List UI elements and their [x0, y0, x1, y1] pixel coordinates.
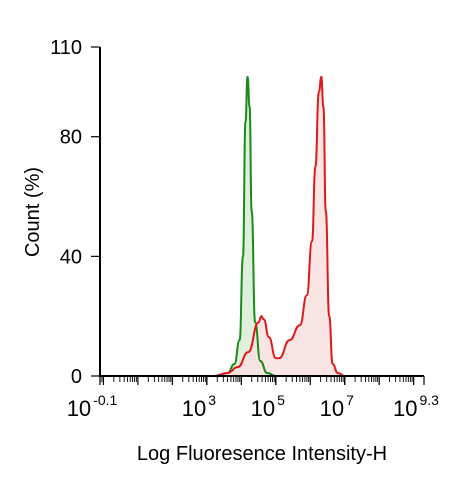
x-tick-label: 10 -0.1 — [67, 392, 118, 421]
y-tick-label: 40 — [60, 246, 82, 268]
y-axis-label: Count (%) — [22, 167, 44, 257]
axes — [99, 47, 424, 377]
series-1-fill — [217, 76, 280, 377]
y-ticks: 0 40 80 110 — [50, 37, 100, 388]
series-1-line — [217, 75, 280, 377]
series-2-fill — [213, 76, 349, 377]
y-tick-label: 0 — [71, 366, 82, 388]
histogram-fills — [213, 76, 349, 377]
x-tick-label: 10 5 — [251, 392, 285, 421]
series-2-line — [213, 75, 349, 377]
y-tick-label: 80 — [60, 127, 82, 149]
x-tick-label: 10 3 — [182, 392, 216, 421]
x-tick-label: 10 9.3 — [393, 392, 439, 421]
y-tick-label: 110 — [50, 37, 82, 59]
x-axis-label: Log Fluoresence Intensity-H — [137, 443, 387, 465]
x-ticks: 10 -0.1 10 3 10 5 10 7 10 9.3 — [67, 376, 439, 421]
histogram-lines — [213, 75, 349, 377]
x-tick-label: 10 7 — [320, 392, 354, 421]
